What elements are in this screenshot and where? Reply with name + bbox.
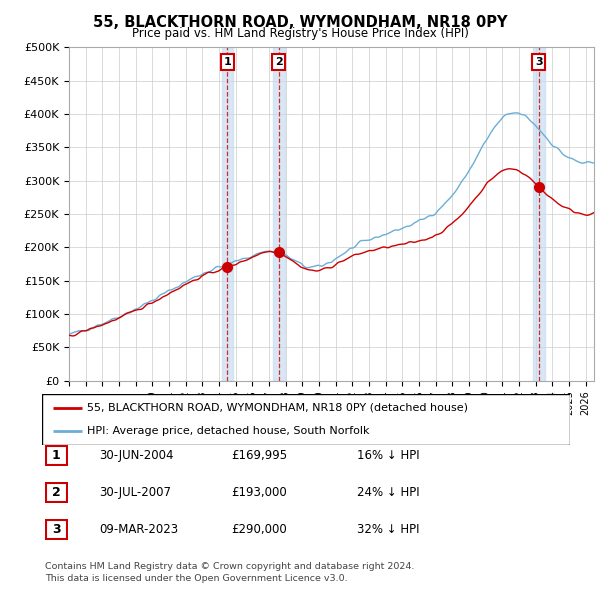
Text: 16% ↓ HPI: 16% ↓ HPI	[357, 449, 419, 462]
Text: £169,995: £169,995	[231, 449, 287, 462]
Text: 3: 3	[535, 57, 542, 67]
Text: 1: 1	[223, 57, 231, 67]
Text: Price paid vs. HM Land Registry's House Price Index (HPI): Price paid vs. HM Land Registry's House …	[131, 27, 469, 40]
Text: 3: 3	[52, 523, 61, 536]
Text: 2: 2	[275, 57, 283, 67]
Text: 2: 2	[52, 486, 61, 499]
Text: £290,000: £290,000	[231, 523, 287, 536]
Text: £193,000: £193,000	[231, 486, 287, 499]
Bar	[221, 47, 233, 381]
Text: 30-JUN-2004: 30-JUN-2004	[99, 449, 173, 462]
Text: Contains HM Land Registry data © Crown copyright and database right 2024.: Contains HM Land Registry data © Crown c…	[45, 562, 415, 571]
Text: 55, BLACKTHORN ROAD, WYMONDHAM, NR18 0PY: 55, BLACKTHORN ROAD, WYMONDHAM, NR18 0PY	[93, 15, 507, 30]
Text: HPI: Average price, detached house, South Norfolk: HPI: Average price, detached house, Sout…	[87, 427, 370, 437]
Text: 1: 1	[52, 449, 61, 462]
Text: 30-JUL-2007: 30-JUL-2007	[99, 486, 171, 499]
Bar	[273, 47, 284, 381]
Text: 55, BLACKTHORN ROAD, WYMONDHAM, NR18 0PY (detached house): 55, BLACKTHORN ROAD, WYMONDHAM, NR18 0PY…	[87, 402, 468, 412]
Bar	[533, 47, 545, 381]
Text: 32% ↓ HPI: 32% ↓ HPI	[357, 523, 419, 536]
Text: This data is licensed under the Open Government Licence v3.0.: This data is licensed under the Open Gov…	[45, 574, 347, 583]
Text: 24% ↓ HPI: 24% ↓ HPI	[357, 486, 419, 499]
Text: 09-MAR-2023: 09-MAR-2023	[99, 523, 178, 536]
